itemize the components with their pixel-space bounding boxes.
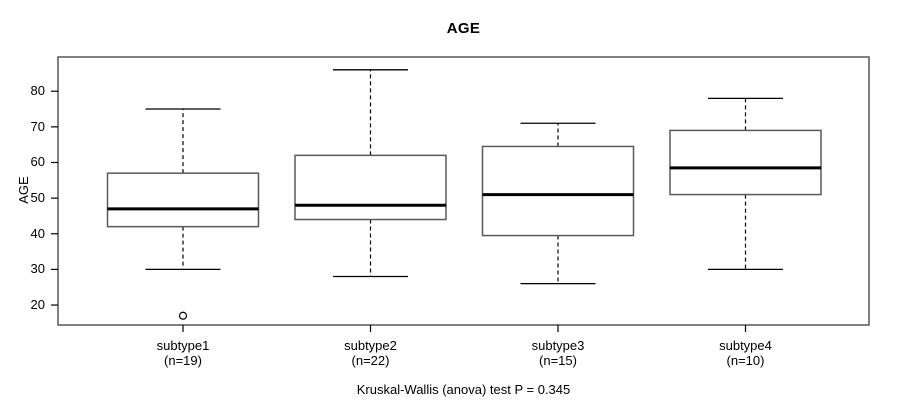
- outlier-point-subtype1: [178, 311, 188, 320]
- stat-test-caption: Kruskal-Wallis (anova) test P = 0.345: [356, 382, 571, 397]
- plot-frame: [57, 56, 870, 326]
- iqr-box-subtype1: [106, 172, 260, 228]
- iqr-box-subtype2: [294, 154, 447, 221]
- iqr-box-subtype3: [481, 145, 635, 237]
- chart-title: AGE: [446, 20, 481, 37]
- iqr-box-subtype4: [669, 129, 822, 196]
